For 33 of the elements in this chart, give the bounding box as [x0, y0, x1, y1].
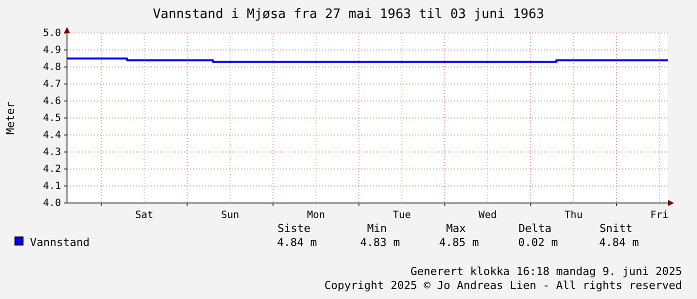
- text: Min: [367, 222, 387, 235]
- y-tick-label: 4.3: [42, 147, 61, 158]
- y-tick-label: 4.8: [42, 62, 61, 74]
- text: Snitt: [599, 222, 633, 235]
- y-tick-label: 4.2: [42, 164, 61, 176]
- x-tick-label: Wed: [478, 210, 497, 221]
- chart-title: Vannstand i Mjøsa fra 27 mai 1963 til 03 juni 1963: [152, 7, 544, 22]
- y-tick-label: 4.5: [42, 113, 61, 124]
- text: Delta: [518, 222, 552, 235]
- y-tick-label: 5.0: [42, 28, 61, 40]
- x-tick-label: Mon: [306, 210, 326, 221]
- y-tick-label: 4.6: [42, 96, 61, 108]
- y-tick-label: 4.9: [42, 45, 61, 56]
- text: 4.85 m: [439, 236, 480, 249]
- text: 4.84 m: [599, 236, 640, 249]
- x-tick-label: Fri: [650, 210, 668, 221]
- y-axis-title: Meter: [4, 101, 17, 135]
- x-tick-label: Tue: [392, 210, 411, 221]
- x-tick-label: Sun: [221, 210, 240, 221]
- text: 0.02 m: [518, 236, 558, 249]
- text: Copyright 2025 © Jo Andreas Lien - All rights reserved: [324, 279, 682, 292]
- legend-label: Vannstand: [30, 236, 90, 249]
- text: Siste: [277, 222, 311, 235]
- y-tick-label: 4.4: [42, 130, 61, 142]
- x-tick-label: Sat: [135, 210, 154, 221]
- text: 4.84 m: [277, 236, 318, 249]
- y-tick-label: 4.0: [42, 198, 61, 210]
- x-tick-label: Thu: [564, 210, 583, 221]
- text: Max: [446, 222, 466, 235]
- y-tick-label: 4.1: [42, 181, 61, 192]
- text: 4.83 m: [360, 236, 400, 249]
- text: Generert klokka 16:18 mandag 9. juni 2025: [410, 265, 682, 278]
- y-tick-label: 4.7: [42, 79, 61, 90]
